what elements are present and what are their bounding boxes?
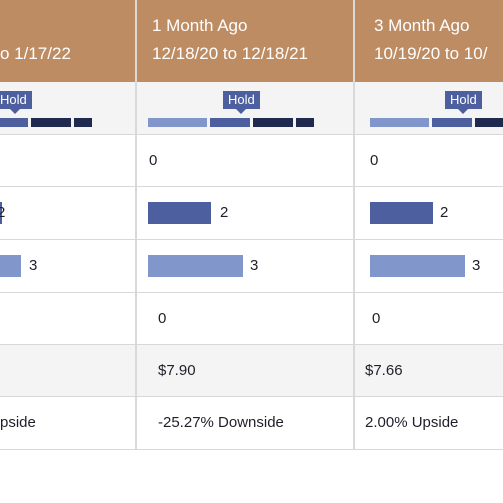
rating-row: 0 bbox=[137, 135, 353, 187]
rating-count: 2 bbox=[440, 204, 449, 221]
consensus-cell: Hold bbox=[355, 82, 503, 135]
rating-segment bbox=[370, 118, 429, 127]
rating-row: 0 bbox=[355, 293, 503, 345]
period-title: 1 Month Ago bbox=[152, 16, 248, 35]
rating-bar bbox=[0, 202, 2, 224]
rating-count: 3 bbox=[29, 257, 38, 274]
rating-segment bbox=[253, 118, 293, 127]
rating-row: 2 bbox=[137, 187, 353, 240]
rating-segment bbox=[31, 118, 71, 127]
rating-row: 0 bbox=[137, 293, 353, 345]
upside-value: -25.27% Downside bbox=[158, 414, 284, 431]
consensus-tag: Hold bbox=[223, 91, 260, 114]
rating-bar bbox=[370, 255, 465, 277]
period-dates: o 1/17/22 bbox=[0, 44, 71, 63]
rating-segment bbox=[432, 118, 472, 127]
rating-count: 2 bbox=[0, 204, 6, 221]
rating-row: 3 bbox=[137, 240, 353, 293]
rating-count: 2 bbox=[220, 204, 229, 221]
column-header: 3 Month Ago 10/19/20 to 10/ bbox=[355, 0, 503, 82]
consensus-cell: Hold bbox=[137, 82, 353, 135]
rating-segment bbox=[296, 118, 314, 127]
rating-count: 3 bbox=[472, 257, 481, 274]
rating-row bbox=[0, 293, 135, 345]
column-1-month-ago: 1 Month Ago 12/18/20 to 12/18/21 Hold 0 … bbox=[137, 0, 353, 450]
analyst-ratings-table: o 1/17/22 Hold 2 3 pside 1 Month Ago 12/… bbox=[0, 0, 503, 450]
rating-bar bbox=[148, 255, 243, 277]
column-header: 1 Month Ago 12/18/20 to 12/18/21 bbox=[137, 0, 353, 82]
consensus-tag: Hold bbox=[445, 91, 482, 114]
upside-cell: pside bbox=[0, 397, 135, 450]
rating-count: 0 bbox=[158, 310, 167, 327]
period-dates: 12/18/20 to 12/18/21 bbox=[152, 44, 308, 63]
price-target-cell bbox=[0, 345, 135, 397]
column-divider bbox=[353, 0, 355, 450]
price-target-value: $7.90 bbox=[158, 362, 196, 379]
rating-segment bbox=[0, 118, 28, 127]
price-target-cell: $7.90 bbox=[137, 345, 353, 397]
upside-value: 2.00% Upside bbox=[365, 414, 459, 431]
column-current: o 1/17/22 Hold 2 3 pside bbox=[0, 0, 135, 450]
column-header: o 1/17/22 bbox=[0, 0, 135, 82]
upside-cell: -25.27% Downside bbox=[137, 397, 353, 450]
consensus-tag: Hold bbox=[0, 91, 32, 114]
column-3-month-ago: 3 Month Ago 10/19/20 to 10/ Hold 0 2 3 0… bbox=[355, 0, 503, 450]
rating-bar bbox=[148, 202, 211, 224]
rating-row: 2 bbox=[355, 187, 503, 240]
price-target-cell: $7.66 bbox=[355, 345, 503, 397]
rating-count: 3 bbox=[250, 257, 259, 274]
rating-row: 2 bbox=[0, 187, 135, 240]
period-dates: 10/19/20 to 10/ bbox=[374, 44, 488, 63]
rating-row: 3 bbox=[0, 240, 135, 293]
upside-value: pside bbox=[0, 414, 36, 431]
consensus-cell: Hold bbox=[0, 82, 135, 135]
rating-segment bbox=[210, 118, 250, 127]
rating-segment bbox=[148, 118, 207, 127]
column-divider bbox=[135, 0, 137, 450]
rating-bar bbox=[370, 202, 433, 224]
rating-segment bbox=[74, 118, 92, 127]
rating-count: 0 bbox=[372, 310, 381, 327]
upside-cell: 2.00% Upside bbox=[355, 397, 503, 450]
rating-segment bbox=[475, 118, 503, 127]
rating-count: 0 bbox=[370, 152, 379, 169]
rating-count: 0 bbox=[149, 152, 158, 169]
price-target-value: $7.66 bbox=[365, 362, 403, 379]
rating-bar bbox=[0, 255, 21, 277]
period-title: 3 Month Ago bbox=[374, 16, 470, 35]
rating-row bbox=[0, 135, 135, 187]
rating-row: 3 bbox=[355, 240, 503, 293]
rating-row: 0 bbox=[355, 135, 503, 187]
